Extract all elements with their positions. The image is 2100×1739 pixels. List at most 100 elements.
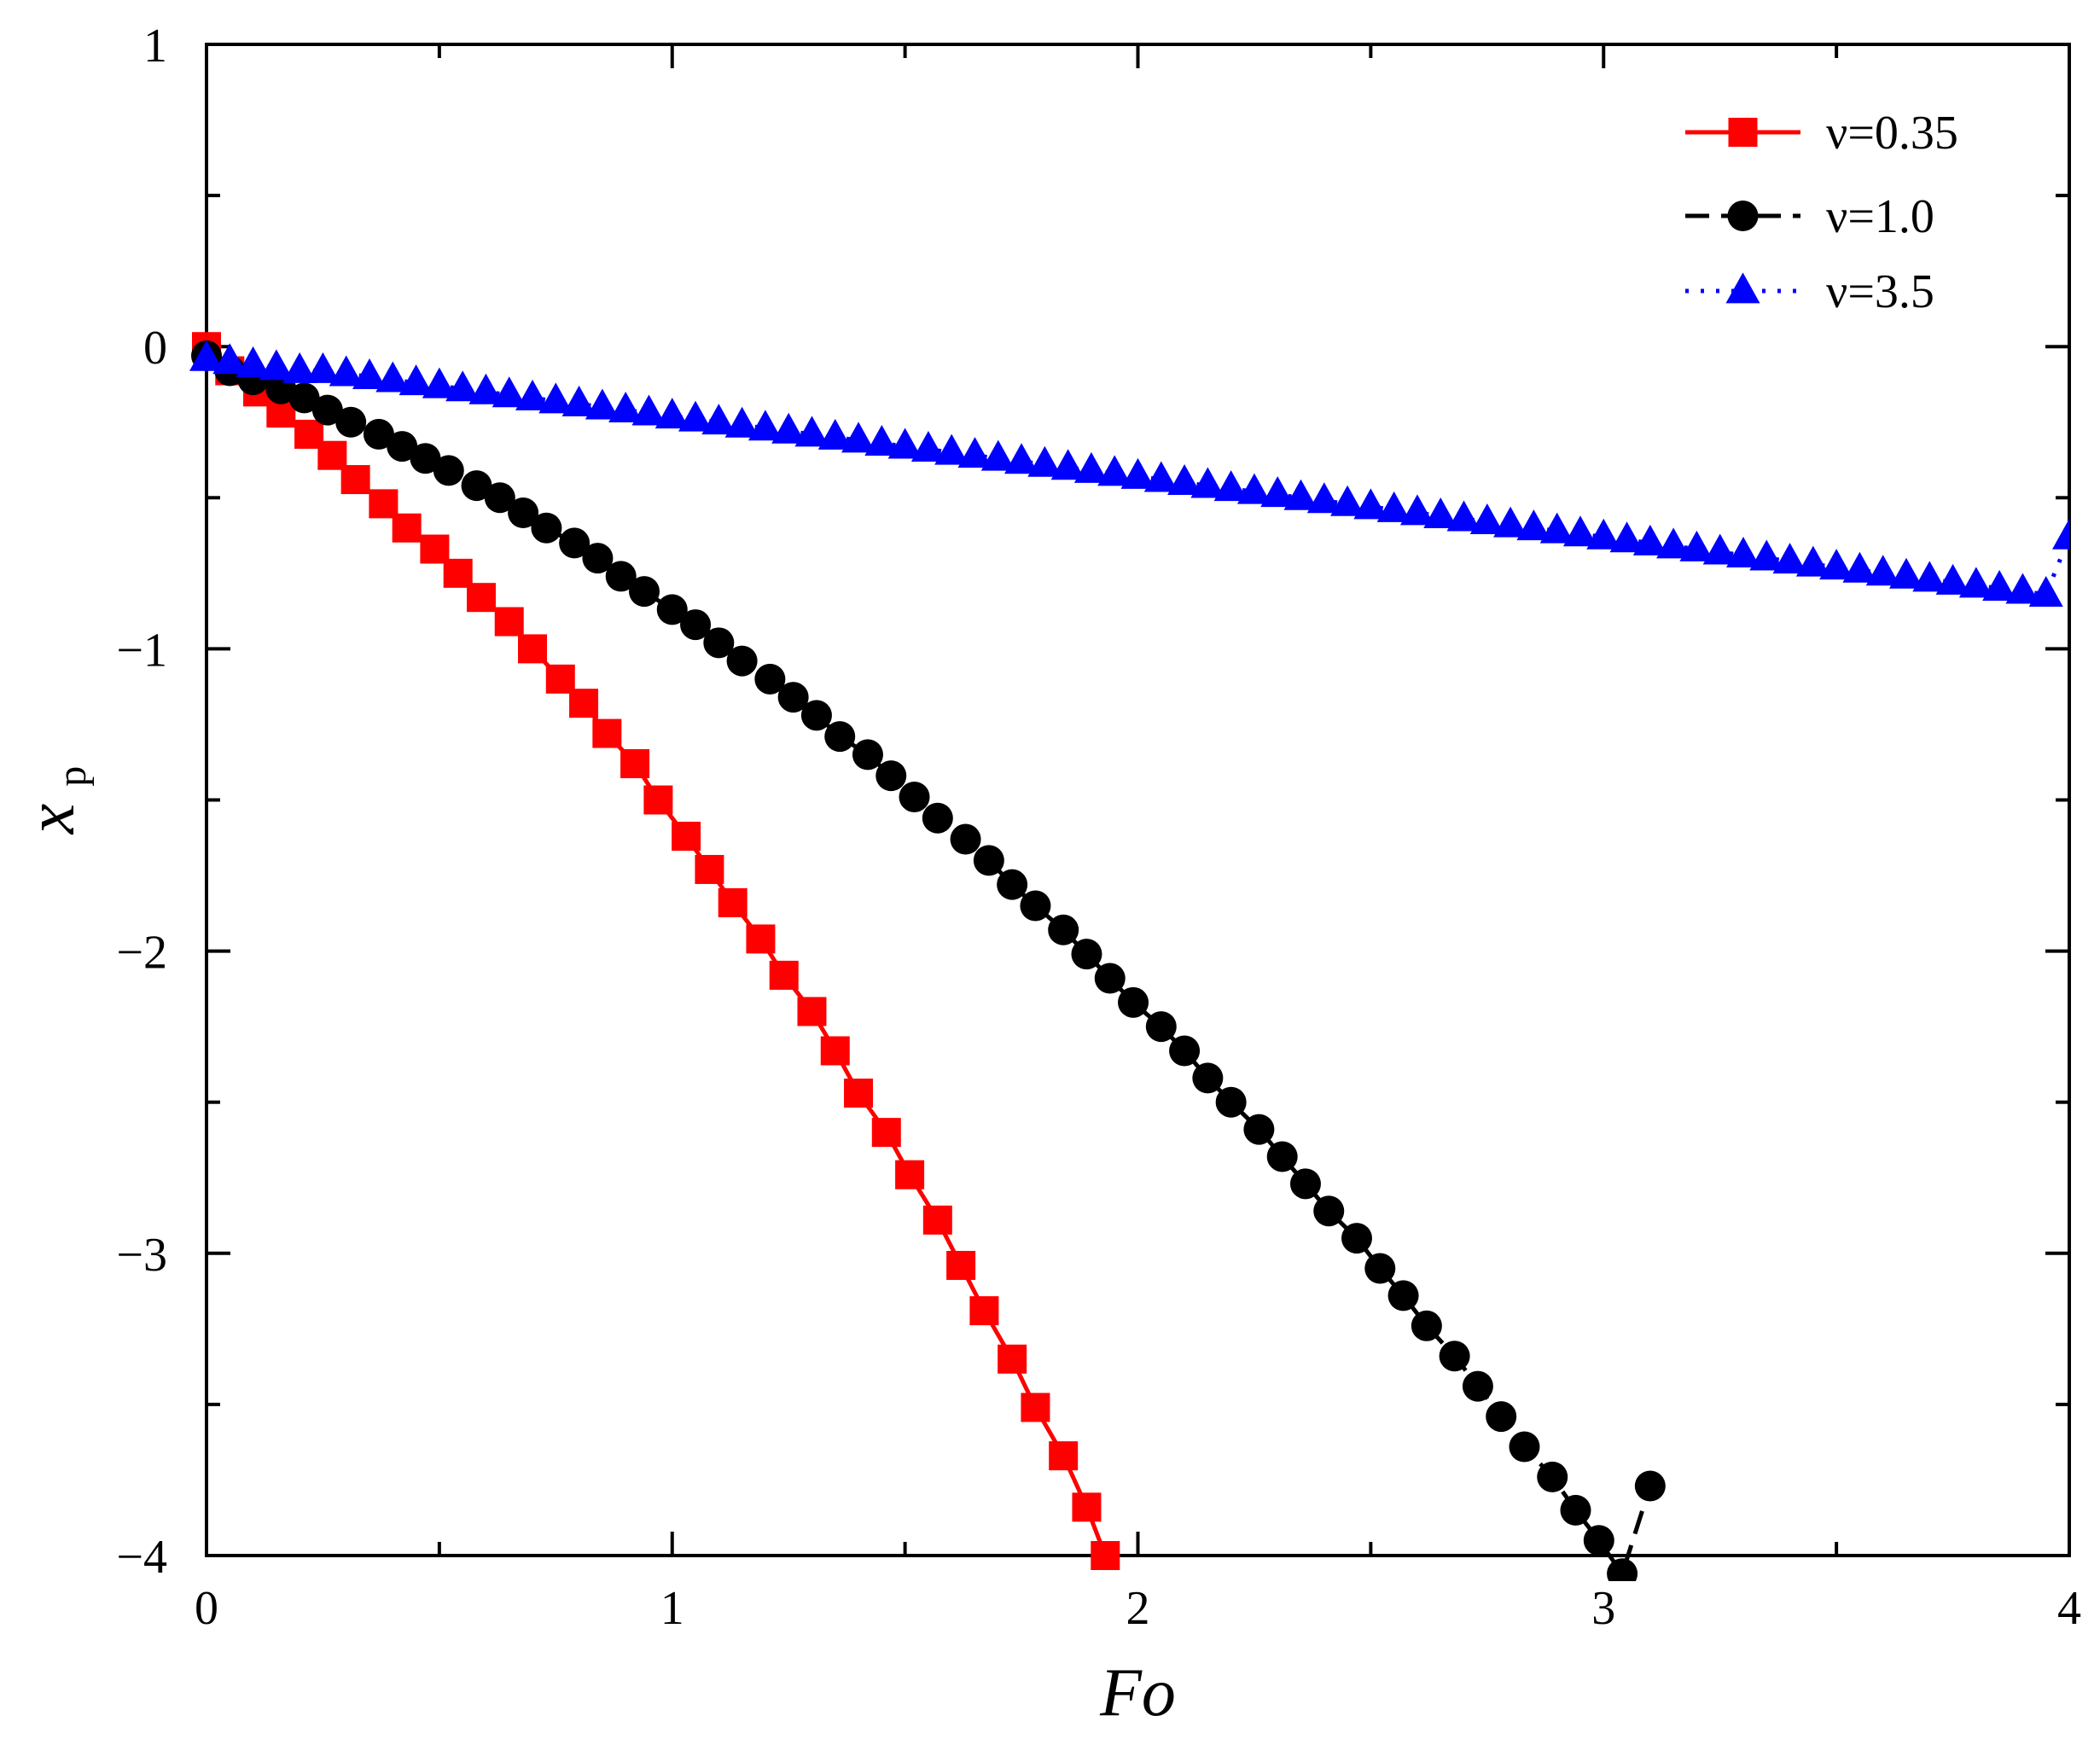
y-tick-label: −4 bbox=[116, 1531, 167, 1584]
data-point bbox=[899, 781, 930, 812]
data-point bbox=[1486, 1401, 1517, 1433]
data-point bbox=[957, 437, 992, 468]
data-point bbox=[1509, 1431, 1540, 1463]
data-point bbox=[910, 431, 945, 462]
axes: 0 1 2 3 4 1 0 −1 −2 −3 −4 bbox=[116, 20, 2081, 1635]
data-point bbox=[1283, 479, 1318, 510]
data-point bbox=[363, 418, 394, 450]
data-point bbox=[375, 361, 410, 393]
data-point bbox=[461, 470, 492, 502]
data-point bbox=[605, 561, 637, 592]
y-tick-label: −3 bbox=[116, 1229, 167, 1282]
data-point bbox=[1562, 515, 1597, 547]
data-point bbox=[1306, 482, 1341, 514]
y-tick-label: −1 bbox=[116, 624, 167, 677]
data-point bbox=[969, 1296, 999, 1326]
data-point bbox=[1888, 557, 1923, 589]
data-point bbox=[1050, 449, 1085, 480]
data-point bbox=[317, 440, 347, 470]
data-point bbox=[769, 960, 799, 990]
legend-marker bbox=[1728, 118, 1758, 147]
data-point bbox=[1423, 497, 1458, 528]
plot-frame bbox=[205, 43, 2071, 1557]
data-point bbox=[1073, 451, 1108, 483]
data-point bbox=[492, 376, 526, 408]
data-point bbox=[695, 854, 724, 884]
data-point bbox=[288, 382, 320, 414]
data-point bbox=[561, 385, 596, 416]
data-point bbox=[1462, 1370, 1493, 1402]
data-point bbox=[1982, 569, 2017, 601]
data-point bbox=[608, 391, 643, 422]
y-tick-label: 1 bbox=[143, 20, 167, 73]
data-point bbox=[871, 1118, 901, 1148]
data-point bbox=[305, 352, 340, 383]
data-point bbox=[433, 455, 464, 486]
data-point bbox=[1912, 561, 1947, 592]
legend-label: ν=1.0 bbox=[1826, 190, 1934, 243]
data-point bbox=[980, 439, 1015, 471]
data-point bbox=[820, 1036, 850, 1066]
axis-labels: Fo x p bbox=[14, 766, 1176, 1730]
data-point bbox=[582, 543, 614, 574]
data-point bbox=[2028, 576, 2063, 608]
data-point bbox=[1439, 1341, 1470, 1372]
data-point bbox=[844, 1079, 874, 1108]
data-point bbox=[1071, 939, 1102, 970]
data-point bbox=[420, 534, 450, 564]
data-point bbox=[754, 663, 786, 695]
data-point bbox=[387, 431, 418, 462]
data-point bbox=[2052, 518, 2069, 550]
data-point bbox=[1190, 467, 1225, 498]
data-point bbox=[2005, 573, 2040, 604]
data-point bbox=[1353, 488, 1388, 520]
data-point bbox=[800, 700, 832, 731]
x-axis-title: Fo bbox=[1099, 1655, 1176, 1730]
data-point bbox=[875, 760, 907, 792]
data-point bbox=[680, 609, 712, 641]
data-point bbox=[1560, 1494, 1591, 1526]
data-point bbox=[973, 845, 1004, 876]
data-point bbox=[1387, 1280, 1419, 1312]
data-point bbox=[1539, 512, 1574, 544]
data-point bbox=[466, 583, 496, 613]
data-point bbox=[585, 388, 620, 420]
data-point bbox=[518, 634, 548, 664]
data-point bbox=[654, 398, 689, 429]
data-point bbox=[1192, 1062, 1224, 1094]
legend-marker bbox=[1727, 201, 1759, 231]
y-axis-title-subscript: p bbox=[49, 766, 95, 787]
data-point bbox=[1656, 527, 1691, 559]
data-point bbox=[1583, 1525, 1614, 1556]
data-point bbox=[1289, 1168, 1321, 1200]
data-point bbox=[1167, 463, 1202, 495]
data-point bbox=[748, 410, 782, 441]
data-point bbox=[1215, 1086, 1247, 1118]
data-point bbox=[746, 924, 776, 954]
data-point bbox=[817, 418, 852, 450]
data-point bbox=[1411, 1310, 1442, 1341]
data-point bbox=[1213, 470, 1248, 502]
data-point bbox=[1020, 890, 1051, 922]
data-point bbox=[259, 349, 294, 381]
data-point bbox=[643, 785, 673, 815]
legend-marker bbox=[1725, 272, 1760, 304]
data-point bbox=[1958, 567, 1993, 598]
data-point bbox=[703, 627, 735, 659]
y-tick-label: 0 bbox=[143, 322, 167, 375]
data-point bbox=[701, 404, 736, 435]
data-point bbox=[631, 394, 666, 426]
data-point bbox=[1243, 1114, 1275, 1145]
data-point bbox=[824, 721, 856, 753]
x-tick-label: 1 bbox=[660, 1582, 684, 1635]
data-point bbox=[1120, 457, 1155, 489]
data-point bbox=[841, 422, 876, 453]
data-point bbox=[1749, 539, 1784, 571]
data-point bbox=[1330, 485, 1365, 516]
data-point bbox=[1376, 491, 1411, 522]
data-point bbox=[1516, 509, 1551, 541]
legend-label: ν=0.35 bbox=[1826, 107, 1958, 160]
data-point bbox=[1027, 445, 1062, 477]
data-point bbox=[1266, 1141, 1298, 1172]
plot-series bbox=[189, 332, 2069, 1581]
